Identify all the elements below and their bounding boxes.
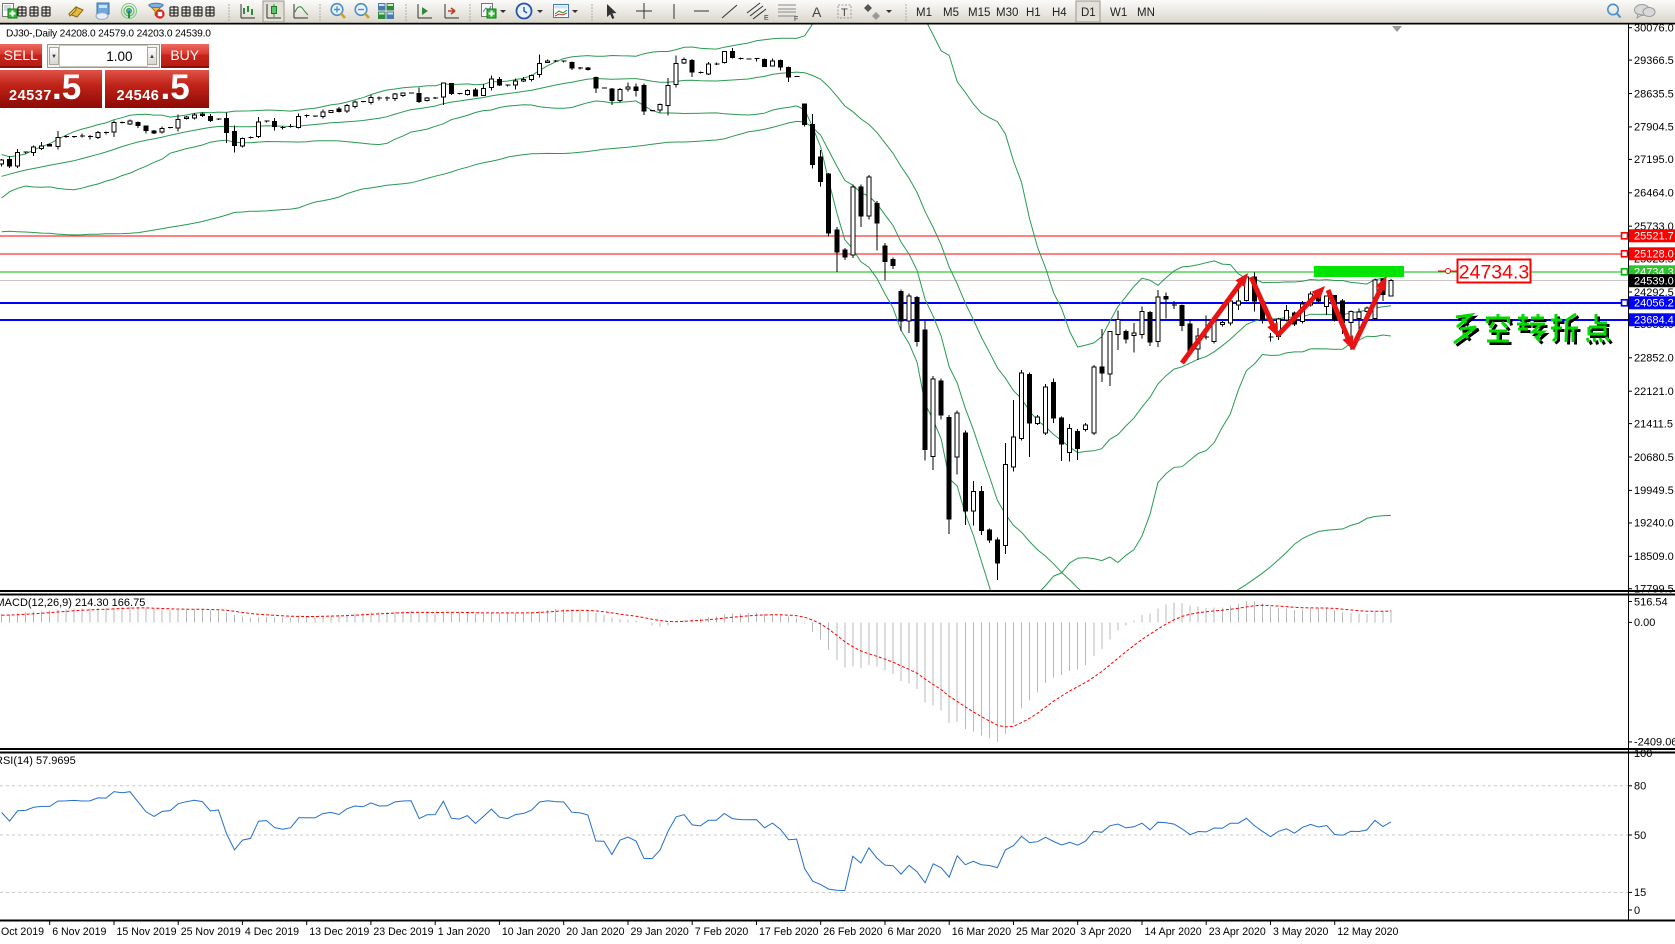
svg-text:28635.5: 28635.5 bbox=[1634, 88, 1674, 100]
svg-text:M30: M30 bbox=[996, 7, 1018, 19]
svg-text:24539.0: 24539.0 bbox=[1634, 276, 1674, 288]
svg-text:0: 0 bbox=[1634, 905, 1640, 917]
svg-text:D1: D1 bbox=[1081, 7, 1096, 19]
svg-text:6 Mar 2020: 6 Mar 2020 bbox=[888, 926, 942, 938]
svg-text:23 Dec 2019: 23 Dec 2019 bbox=[373, 926, 433, 938]
svg-text:22121.0: 22121.0 bbox=[1634, 386, 1674, 398]
svg-text:29 Jan 2020: 29 Jan 2020 bbox=[631, 926, 689, 938]
svg-text:Oct 2019: Oct 2019 bbox=[1, 926, 44, 938]
svg-text:21411.5: 21411.5 bbox=[1634, 418, 1673, 430]
svg-text:19949.5: 19949.5 bbox=[1634, 485, 1674, 497]
svg-text:20680.5: 20680.5 bbox=[1634, 452, 1674, 464]
svg-text:M15: M15 bbox=[968, 7, 990, 19]
svg-text:14 Apr 2020: 14 Apr 2020 bbox=[1145, 926, 1202, 938]
svg-text:100: 100 bbox=[1634, 748, 1652, 760]
svg-text:RSI(14) 57.9695: RSI(14) 57.9695 bbox=[0, 755, 76, 767]
svg-text:80: 80 bbox=[1634, 781, 1646, 793]
svg-text:29366.5: 29366.5 bbox=[1634, 55, 1674, 67]
svg-text:25521.7: 25521.7 bbox=[1634, 231, 1674, 243]
svg-text:27195.0: 27195.0 bbox=[1634, 154, 1674, 166]
svg-text:E: E bbox=[764, 15, 769, 22]
svg-text:23684.4: 23684.4 bbox=[1634, 315, 1674, 327]
svg-text:26 Feb 2020: 26 Feb 2020 bbox=[823, 926, 883, 938]
svg-text:1 Jan 2020: 1 Jan 2020 bbox=[438, 926, 491, 938]
svg-text:3 Apr 2020: 3 Apr 2020 bbox=[1080, 926, 1131, 938]
svg-text:30076.0: 30076.0 bbox=[1634, 23, 1674, 35]
svg-text:12 May 2020: 12 May 2020 bbox=[1337, 926, 1398, 938]
svg-text:3 May 2020: 3 May 2020 bbox=[1273, 926, 1328, 938]
svg-text:MACD(12,26,9) 214.30 166.75: MACD(12,26,9) 214.30 166.75 bbox=[0, 597, 145, 609]
svg-text:MN: MN bbox=[1137, 7, 1155, 19]
svg-text:25 Nov 2019: 25 Nov 2019 bbox=[181, 926, 241, 938]
svg-text:0.00: 0.00 bbox=[1634, 617, 1655, 629]
svg-text:25128.0: 25128.0 bbox=[1634, 249, 1674, 261]
svg-text:22852.0: 22852.0 bbox=[1634, 353, 1674, 365]
svg-text:24734.3: 24734.3 bbox=[1459, 262, 1530, 284]
svg-text:23 Apr 2020: 23 Apr 2020 bbox=[1209, 926, 1266, 938]
svg-text:25 Mar 2020: 25 Mar 2020 bbox=[1016, 926, 1076, 938]
svg-text:26464.0: 26464.0 bbox=[1634, 188, 1674, 200]
svg-text:50: 50 bbox=[1634, 830, 1646, 842]
svg-text:15 Nov 2019: 15 Nov 2019 bbox=[117, 926, 177, 938]
svg-text:7 Feb 2020: 7 Feb 2020 bbox=[695, 926, 749, 938]
svg-text:17799.5: 17799.5 bbox=[1634, 584, 1674, 596]
svg-text:DJ30-,Daily 24208.0 24579.0 2: DJ30-,Daily 24208.0 24579.0 24203.0 2453… bbox=[6, 29, 211, 40]
svg-text:18509.0: 18509.0 bbox=[1634, 551, 1674, 563]
svg-text:-2409.06: -2409.06 bbox=[1634, 737, 1675, 749]
svg-text:16 Mar 2020: 16 Mar 2020 bbox=[952, 926, 1012, 938]
svg-text:A: A bbox=[812, 4, 822, 20]
svg-text:20 Jan 2020: 20 Jan 2020 bbox=[566, 926, 624, 938]
svg-text:H1: H1 bbox=[1026, 7, 1041, 19]
svg-text:F: F bbox=[794, 16, 798, 23]
svg-text:4 Dec 2019: 4 Dec 2019 bbox=[245, 926, 299, 938]
svg-text:W1: W1 bbox=[1110, 7, 1127, 19]
svg-text:M5: M5 bbox=[943, 7, 959, 19]
svg-text:H4: H4 bbox=[1052, 7, 1067, 19]
svg-text:24056.2: 24056.2 bbox=[1634, 298, 1674, 310]
svg-text:19240.0: 19240.0 bbox=[1634, 518, 1674, 530]
svg-text:10 Jan 2020: 10 Jan 2020 bbox=[502, 926, 560, 938]
svg-text:516.54: 516.54 bbox=[1634, 596, 1668, 608]
svg-text:13 Dec 2019: 13 Dec 2019 bbox=[309, 926, 369, 938]
svg-text:15: 15 bbox=[1634, 887, 1646, 899]
svg-text:6 Nov 2019: 6 Nov 2019 bbox=[52, 926, 106, 938]
svg-text:27904.5: 27904.5 bbox=[1634, 122, 1674, 134]
svg-text:24292.5: 24292.5 bbox=[1634, 287, 1674, 299]
svg-text:T: T bbox=[841, 7, 848, 19]
svg-text:17 Feb 2020: 17 Feb 2020 bbox=[759, 926, 819, 938]
svg-text:M1: M1 bbox=[916, 7, 932, 19]
